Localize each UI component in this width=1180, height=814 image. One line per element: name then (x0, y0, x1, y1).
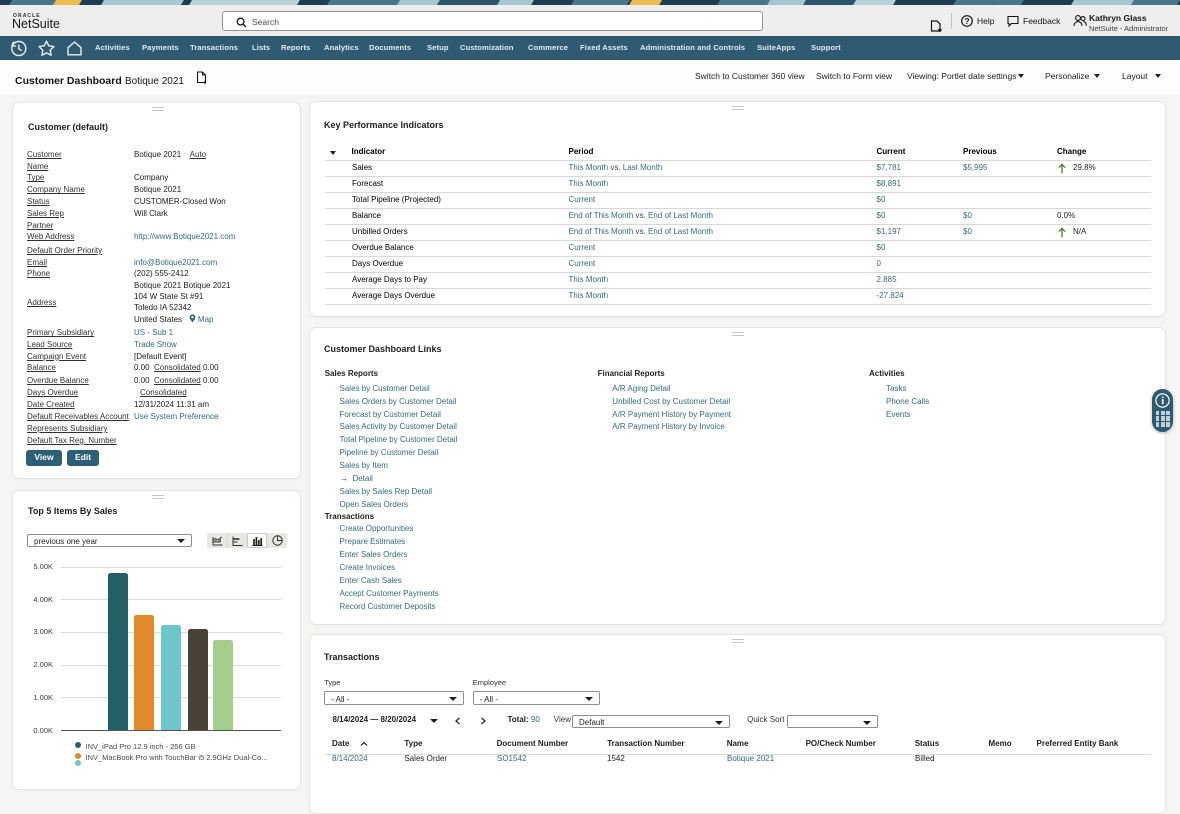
svg-text:?: ? (964, 16, 969, 26)
